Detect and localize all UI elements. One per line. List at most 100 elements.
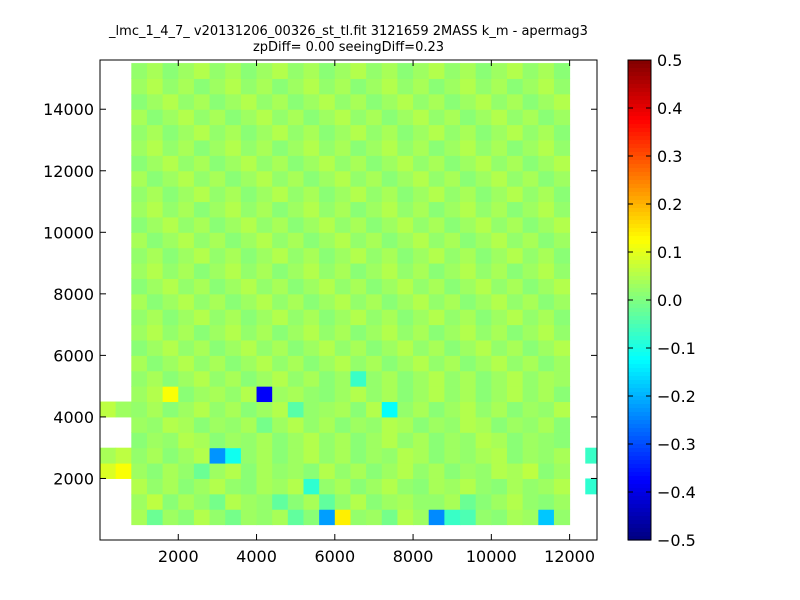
heatmap-cell [303, 232, 320, 249]
heatmap-cell [553, 324, 571, 341]
colorbar-segment [628, 116, 651, 121]
colorbar-segment [628, 360, 651, 365]
heatmap-cell [225, 478, 242, 495]
colorbar-segment [628, 404, 651, 409]
heatmap-cell [272, 232, 289, 249]
heatmap-cell [162, 509, 179, 526]
heatmap-cell [491, 340, 508, 356]
heatmap-cell [240, 63, 258, 79]
heatmap-cell [146, 216, 164, 233]
heatmap-cell [131, 216, 148, 233]
heatmap-cell [334, 232, 351, 249]
heatmap-cell [319, 278, 336, 295]
heatmap-cell [319, 263, 336, 279]
heatmap-cell [319, 324, 336, 341]
colorbar-segment [628, 248, 651, 253]
heatmap-cell [506, 309, 524, 326]
heatmap-cell [397, 293, 414, 310]
colorbar-segment [628, 184, 651, 189]
heatmap-cell [334, 463, 351, 479]
heatmap-cell [397, 386, 414, 403]
heatmap-cell [272, 401, 289, 418]
heatmap-cell [319, 416, 336, 433]
heatmap-cell [506, 216, 524, 233]
heatmap-cell [444, 370, 461, 387]
heatmap-cell [397, 370, 414, 387]
colorbar-segment [628, 120, 651, 125]
heatmap-cell [553, 447, 571, 464]
heatmap-cell [256, 324, 273, 341]
heatmap-cell [256, 309, 273, 326]
heatmap-cell [460, 63, 477, 79]
heatmap-cell [522, 401, 539, 418]
heatmap-cell [413, 216, 430, 233]
heatmap-cell [413, 340, 430, 356]
heatmap-cell [350, 370, 367, 387]
heatmap-cell [350, 186, 367, 203]
heatmap-cell [444, 78, 461, 95]
heatmap-cell [287, 109, 304, 126]
colorbar-segment [628, 432, 651, 437]
heatmap-cell [319, 386, 336, 403]
heatmap-cell [272, 278, 289, 295]
heatmap-cell [272, 78, 289, 95]
heatmap-cell [131, 309, 148, 326]
heatmap-cell [115, 447, 132, 464]
heatmap-cell [162, 63, 179, 79]
colorbar-segment [628, 100, 651, 105]
heatmap-cell [334, 478, 351, 495]
heatmap-cell [428, 401, 445, 418]
colorbar-segment [628, 128, 651, 133]
heatmap-cell [303, 124, 320, 141]
heatmap-cell [475, 232, 492, 249]
heatmap-cell [334, 263, 351, 279]
heatmap-cell [193, 432, 211, 449]
heatmap-cell [162, 186, 179, 203]
heatmap-cell [538, 478, 555, 495]
colorbar-segment [628, 256, 651, 261]
colorbar-segment [628, 72, 651, 77]
colorbar-segment [628, 388, 651, 393]
heatmap-cell [225, 340, 242, 356]
heatmap-cell [506, 278, 524, 295]
heatmap-cell [272, 186, 289, 203]
heatmap-cell [538, 263, 555, 279]
heatmap-cell [475, 293, 492, 310]
heatmap-cell [303, 340, 320, 356]
heatmap-cell [319, 140, 336, 156]
heatmap-cell [256, 478, 273, 495]
heatmap-cell [506, 478, 524, 495]
heatmap-cell [350, 447, 367, 464]
heatmap-cell [506, 186, 524, 203]
heatmap-cell [413, 201, 430, 218]
heatmap-cell [428, 309, 445, 326]
heatmap-cell [522, 463, 539, 479]
heatmap-cell [553, 78, 571, 95]
heatmap-cell [444, 140, 461, 156]
heatmap-cell [553, 340, 571, 356]
heatmap-cell [225, 78, 242, 95]
heatmap-cell [350, 278, 367, 295]
heatmap-cell [319, 216, 336, 233]
heatmap-cell [522, 493, 539, 510]
colorbar-segment [628, 344, 651, 349]
heatmap-cell [491, 216, 508, 233]
heatmap-cell [131, 447, 148, 464]
heatmap-cell [209, 386, 226, 403]
heatmap-cell [381, 186, 398, 203]
heatmap-cell [366, 170, 383, 187]
colorbar-segment [628, 204, 651, 209]
heatmap-cell [162, 216, 179, 233]
heatmap-cell [460, 263, 477, 279]
heatmap-cell [381, 93, 398, 110]
heatmap-cell [553, 232, 571, 249]
heatmap-cell [350, 309, 367, 326]
heatmap-cell [146, 493, 164, 510]
colorbar-segment [628, 492, 651, 497]
colorbar-segment [628, 364, 651, 369]
heatmap-cell [366, 155, 383, 172]
colorbar-segment [628, 428, 651, 433]
heatmap-cell [303, 432, 320, 449]
heatmap-cell [428, 478, 445, 495]
heatmap-cell [350, 493, 367, 510]
